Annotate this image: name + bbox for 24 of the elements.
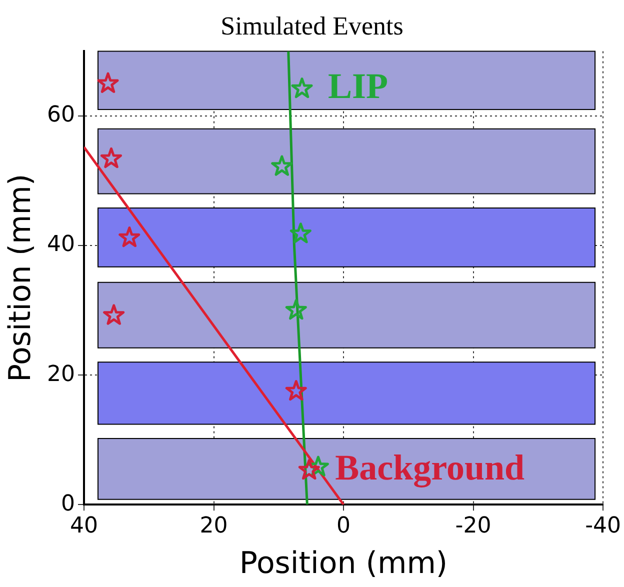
point xyxy=(100,147,122,168)
x-tick-label: 0 xyxy=(336,514,351,539)
x-tick-label: -40 xyxy=(585,514,621,539)
y-tick-label: 0 xyxy=(60,491,75,516)
point xyxy=(298,459,320,480)
x-tick-label: 40 xyxy=(70,514,98,539)
series-label: LIP xyxy=(328,66,388,106)
point xyxy=(271,155,293,176)
series-label: Background xyxy=(335,448,525,488)
y-tick-label: 20 xyxy=(46,362,75,387)
y-tick-label: 60 xyxy=(46,102,75,128)
x-tick-label: 20 xyxy=(200,514,228,539)
chart-title: Simulated Events xyxy=(220,11,404,40)
y-axis-title: Position (mm) xyxy=(2,174,38,382)
x-tick-label: -20 xyxy=(455,514,492,539)
point xyxy=(290,222,312,244)
point xyxy=(97,72,119,93)
y-tick-label: 40 xyxy=(46,232,75,258)
point xyxy=(285,299,307,320)
point xyxy=(118,226,140,248)
point xyxy=(291,78,313,98)
point xyxy=(103,304,125,325)
x-axis-title: Position (mm) xyxy=(239,546,448,581)
point xyxy=(285,380,307,401)
